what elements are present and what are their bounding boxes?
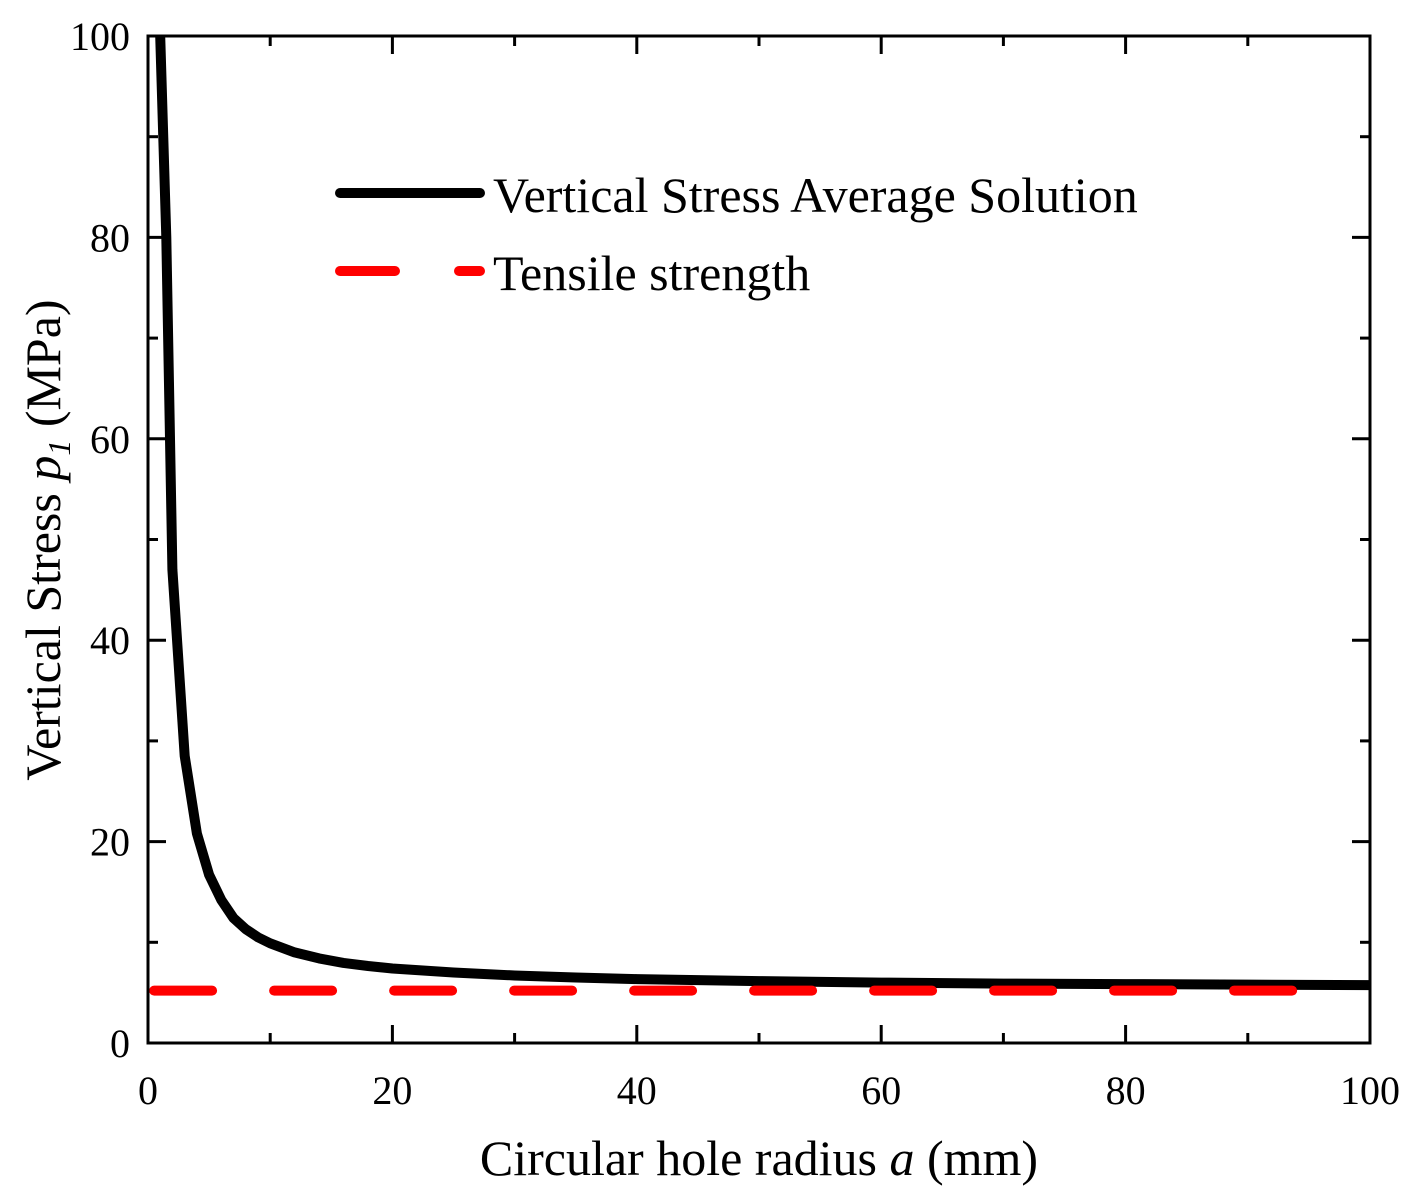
x-axis-title-prefix: Circular hole radius	[480, 1130, 890, 1186]
x-tick-label-100: 100	[1340, 1068, 1400, 1113]
x-tick-label-60: 60	[861, 1068, 901, 1113]
x-tick-label-0: 0	[138, 1068, 158, 1113]
x-tick-label-20: 20	[372, 1068, 412, 1113]
x-axis: 0 20 40 60 80 100	[138, 36, 1400, 1113]
y-tick-label-60: 60	[90, 417, 130, 462]
series-line-vertical-stress-average-solution	[155, 36, 1370, 991]
y-tick-label-80: 80	[90, 215, 130, 260]
x-tick-label-80: 80	[1106, 1068, 1146, 1113]
x-axis-title-var: a	[890, 1130, 915, 1186]
x-axis-title-suffix: (mm)	[915, 1130, 1039, 1186]
y-axis-title: Vertical Stress p1 (MPa)	[15, 299, 77, 780]
y-tick-label-100: 100	[70, 14, 130, 59]
x-axis-title: Circular hole radius a (mm)	[480, 1130, 1038, 1186]
legend: Vertical Stress Average Solution Tensile…	[335, 167, 1138, 301]
legend-label-average-solution: Vertical Stress Average Solution	[493, 167, 1138, 223]
legend-label-tensile-strength: Tensile strength	[493, 245, 810, 301]
plot-lines	[149, 36, 1370, 996]
y-axis-title-var: p	[15, 456, 71, 484]
y-tick-label-40: 40	[90, 618, 130, 663]
y-axis-title-prefix: Vertical Stress	[15, 481, 71, 781]
y-axis-title-suffix: (MPa)	[15, 299, 71, 439]
y-axis: 0 20 40 60 80 100	[70, 14, 1370, 1066]
y-tick-label-20: 20	[90, 820, 130, 865]
y-tick-label-0: 0	[110, 1021, 130, 1066]
x-tick-label-40: 40	[617, 1068, 657, 1113]
y-axis-title-sub: 1	[41, 440, 77, 456]
